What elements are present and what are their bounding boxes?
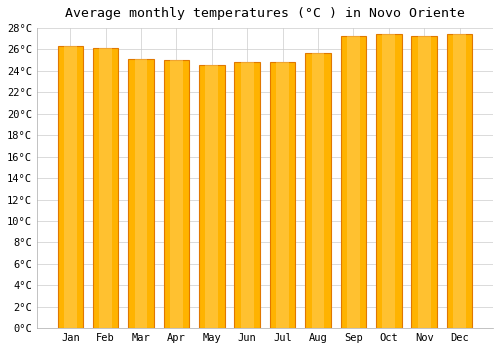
Bar (164, 60, 189, 328)
Bar (58, 46, 83, 328)
Title: Average monthly temperatures (°C ) in Novo Oriente: Average monthly temperatures (°C ) in No… (65, 7, 465, 20)
Bar (453, 35, 466, 328)
Bar (234, 62, 260, 328)
Bar (100, 48, 112, 328)
Bar (64, 46, 76, 328)
Bar (376, 35, 402, 328)
Bar (134, 59, 147, 328)
Bar (170, 60, 183, 328)
Bar (312, 53, 324, 328)
Bar (199, 64, 224, 328)
Bar (93, 48, 118, 328)
Bar (418, 36, 430, 328)
Bar (270, 62, 295, 328)
Bar (241, 62, 254, 328)
Bar (276, 62, 289, 328)
Bar (128, 59, 154, 328)
Bar (382, 35, 395, 328)
Bar (347, 36, 360, 328)
Bar (340, 36, 366, 328)
Bar (412, 36, 437, 328)
Bar (206, 64, 218, 328)
Bar (447, 35, 472, 328)
Bar (306, 53, 331, 328)
